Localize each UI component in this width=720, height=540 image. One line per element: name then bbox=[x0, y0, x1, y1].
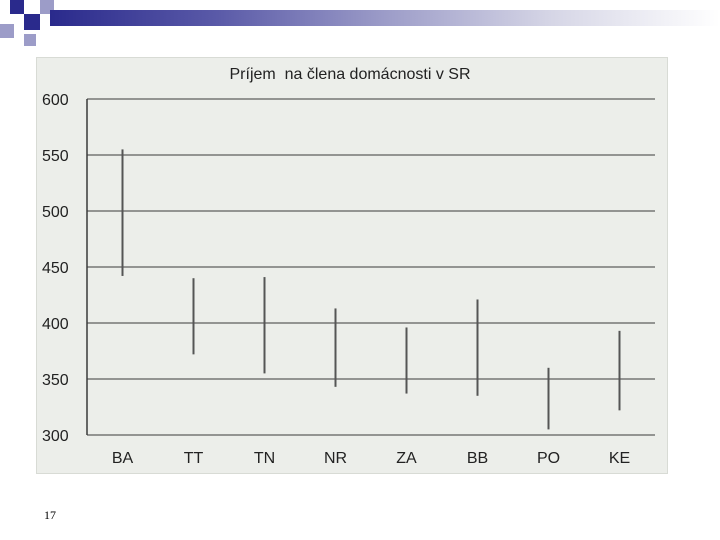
x-tick-label: TN bbox=[254, 450, 275, 467]
chart-title: Príjem na člena domácnosti v SR bbox=[230, 66, 471, 83]
x-tick-label: BA bbox=[112, 450, 134, 467]
title-bar-gradient bbox=[50, 10, 720, 26]
corner-square-dark bbox=[10, 0, 24, 14]
x-tick-label: NR bbox=[324, 450, 347, 467]
y-tick-label: 350 bbox=[42, 372, 69, 389]
chart-panel bbox=[36, 57, 668, 474]
y-tick-label: 500 bbox=[42, 204, 69, 221]
y-tick-label: 550 bbox=[42, 148, 69, 165]
x-tick-label: TT bbox=[184, 450, 204, 467]
x-tick-label: BB bbox=[467, 450, 488, 467]
x-tick-label: KE bbox=[609, 450, 630, 467]
x-tick-label: PO bbox=[537, 450, 560, 467]
corner-square-light bbox=[0, 24, 14, 38]
corner-square-dark bbox=[24, 14, 40, 30]
corner-square-light bbox=[24, 34, 36, 46]
y-tick-label: 400 bbox=[42, 316, 69, 333]
x-tick-label: ZA bbox=[396, 450, 417, 467]
slide-number: 17 bbox=[44, 508, 56, 522]
y-tick-label: 300 bbox=[42, 428, 69, 445]
y-tick-label: 600 bbox=[42, 92, 69, 109]
y-tick-label: 450 bbox=[42, 260, 69, 277]
